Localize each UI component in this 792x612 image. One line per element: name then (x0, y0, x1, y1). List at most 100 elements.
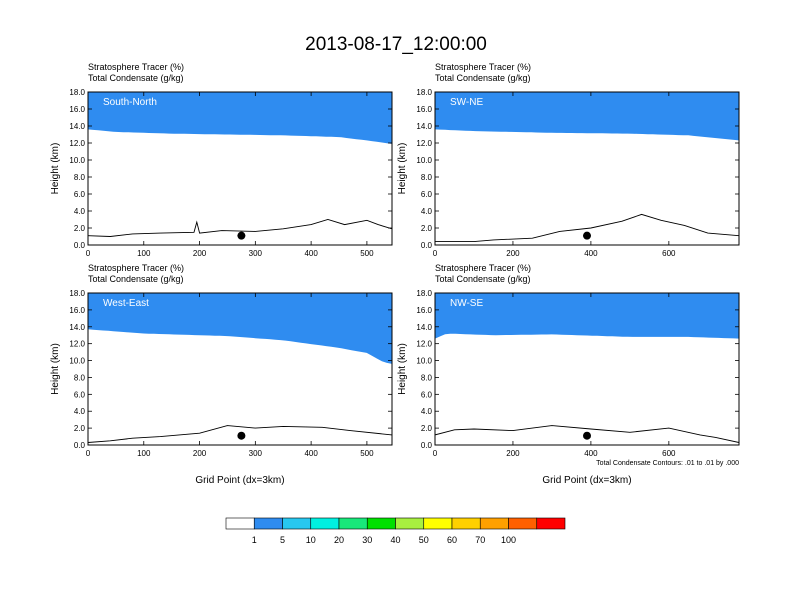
x-tick-label: 500 (360, 449, 374, 458)
x-tick-label: 500 (360, 249, 374, 258)
y-tick-label: 14.0 (416, 122, 432, 131)
y-tick-label: 18.0 (69, 289, 85, 298)
var-label: Total Condensate (g/kg) (88, 274, 184, 284)
figure-title: 2013-08-17_12:00:00 (305, 34, 487, 55)
x-tick-label: 300 (249, 249, 263, 258)
tracer-band (88, 92, 392, 144)
x-tick-label: 0 (433, 449, 438, 458)
colorbar-label: 40 (390, 535, 400, 545)
terrain-line (435, 425, 739, 443)
var-label: Total Condensate (g/kg) (435, 73, 531, 83)
y-tick-label: 12.0 (416, 139, 432, 148)
colorbar-swatch (253, 517, 283, 530)
panel-name: South-North (103, 97, 157, 108)
y-tick-label: 8.0 (421, 373, 433, 382)
y-tick-label: 2.0 (421, 424, 433, 433)
x-tick-label: 200 (506, 449, 520, 458)
panel-sw-ne: Stratosphere Tracer (%)Total Condensate … (397, 62, 740, 258)
y-axis-label: Height (km) (50, 143, 61, 195)
y-tick-label: 10.0 (416, 156, 432, 165)
x-tick-label: 200 (193, 249, 207, 258)
colorbar-label: 1 (252, 535, 257, 545)
location-marker (237, 231, 246, 240)
x-tick-label: 400 (304, 449, 318, 458)
colorbar-swatch (225, 517, 255, 530)
colorbar-label: 50 (419, 535, 429, 545)
panel-south-north: Stratosphere Tracer (%)Total Condensate … (50, 62, 393, 258)
colorbar-swatch (282, 517, 312, 530)
y-tick-label: 14.0 (416, 323, 432, 332)
y-tick-label: 0.0 (74, 241, 86, 250)
y-tick-label: 14.0 (69, 122, 85, 131)
terrain-line (88, 219, 392, 237)
x-tick-label: 600 (662, 249, 676, 258)
plot-frame (87, 91, 393, 246)
y-axis-label: Height (km) (397, 143, 408, 195)
var-label: Total Condensate (g/kg) (435, 274, 531, 284)
panel-west-east: Stratosphere Tracer (%)Total Condensate … (50, 263, 393, 486)
y-tick-label: 6.0 (74, 390, 86, 399)
location-marker (237, 431, 246, 440)
var-label: Total Condensate (g/kg) (88, 73, 184, 83)
y-tick-label: 6.0 (421, 190, 433, 199)
x-axis-label: Grid Point (dx=3km) (195, 475, 284, 486)
colorbar-label: 5 (280, 535, 285, 545)
var-label: Stratosphere Tracer (%) (88, 62, 184, 72)
y-axis-label: Height (km) (397, 343, 408, 395)
plot-frame (434, 91, 740, 246)
colorbar-label: 60 (447, 535, 457, 545)
y-tick-label: 12.0 (69, 340, 85, 349)
y-tick-label: 16.0 (69, 306, 85, 315)
location-marker (583, 431, 591, 440)
x-tick-label: 100 (137, 449, 151, 458)
var-label: Stratosphere Tracer (%) (435, 263, 531, 273)
x-tick-label: 0 (433, 249, 438, 258)
y-tick-label: 18.0 (69, 88, 85, 97)
x-tick-label: 400 (584, 249, 598, 258)
x-axis-label: Grid Point (dx=3km) (542, 475, 631, 486)
location-marker (583, 231, 591, 240)
x-tick-label: 100 (137, 249, 151, 258)
colorbar-label: 20 (334, 535, 344, 545)
y-tick-label: 2.0 (74, 224, 86, 233)
colorbar-label: 70 (475, 535, 485, 545)
colorbar-swatch (536, 517, 566, 530)
colorbar-swatch (310, 517, 340, 530)
y-tick-label: 10.0 (69, 357, 85, 366)
y-tick-label: 14.0 (69, 323, 85, 332)
colorbar: 1 5 10 20 30 40 50 60 70 100 (225, 517, 566, 545)
y-tick-label: 12.0 (69, 139, 85, 148)
x-tick-label: 400 (304, 249, 318, 258)
y-tick-label: 0.0 (421, 441, 433, 450)
y-tick-label: 6.0 (421, 390, 433, 399)
y-tick-label: 18.0 (416, 289, 432, 298)
colorbar-swatch (366, 517, 396, 530)
y-tick-label: 16.0 (69, 105, 85, 114)
y-tick-label: 2.0 (74, 424, 86, 433)
x-tick-label: 400 (584, 449, 598, 458)
y-tick-label: 8.0 (74, 373, 86, 382)
terrain-line (435, 213, 739, 243)
y-tick-label: 4.0 (74, 207, 86, 216)
colorbar-swatch (508, 517, 538, 530)
y-tick-label: 12.0 (416, 340, 432, 349)
y-tick-label: 0.0 (74, 441, 86, 450)
var-label: Stratosphere Tracer (%) (435, 62, 531, 72)
y-tick-label: 4.0 (74, 407, 86, 416)
y-tick-label: 16.0 (416, 105, 432, 114)
panel-name: NW-SE (450, 298, 483, 309)
x-tick-label: 200 (193, 449, 207, 458)
tracer-band (435, 92, 739, 141)
x-tick-label: 200 (506, 249, 520, 258)
panel-name: West-East (103, 298, 149, 309)
y-tick-label: 0.0 (421, 241, 433, 250)
y-tick-label: 2.0 (421, 224, 433, 233)
colorbar-swatch (395, 517, 425, 530)
colorbar-label: 100 (501, 535, 516, 545)
y-tick-label: 6.0 (74, 190, 86, 199)
x-tick-label: 0 (86, 449, 91, 458)
colorbar-label: 10 (306, 535, 316, 545)
y-tick-label: 10.0 (416, 357, 432, 366)
colorbar-swatch (423, 517, 453, 530)
